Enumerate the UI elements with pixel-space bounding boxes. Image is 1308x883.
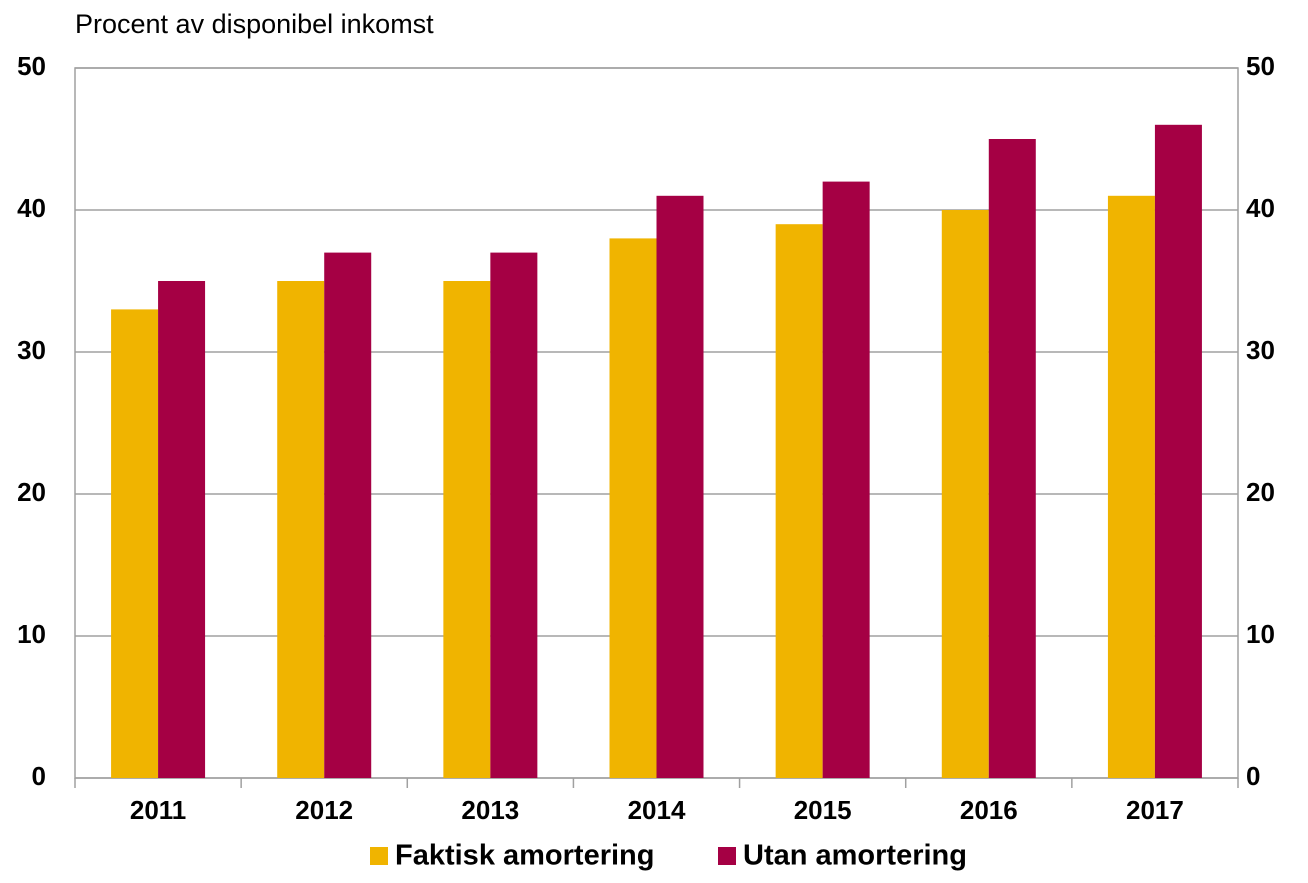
bar xyxy=(277,281,325,778)
x-tick-label: 2014 xyxy=(628,795,686,825)
y2-tick-label: 20 xyxy=(1246,477,1275,507)
legend-label: Faktisk amortering xyxy=(395,840,654,872)
y2-tick-label: 0 xyxy=(1246,761,1260,791)
bar xyxy=(1107,195,1155,779)
y-tick-label: 20 xyxy=(17,477,46,507)
x-tick-label: 2015 xyxy=(794,795,852,825)
legend-swatch xyxy=(370,847,388,865)
legend-label: Utan amortering xyxy=(743,840,967,872)
bar xyxy=(775,224,823,778)
y-tick-label: 50 xyxy=(17,51,46,81)
y-tick-label: 30 xyxy=(17,335,46,365)
bar xyxy=(111,309,159,778)
bar xyxy=(941,210,989,778)
bar xyxy=(656,195,704,779)
y2-tick-label: 40 xyxy=(1246,193,1275,223)
y2-tick-label: 10 xyxy=(1246,619,1275,649)
bar xyxy=(988,139,1036,778)
x-tick-label: 2011 xyxy=(130,795,186,825)
bar xyxy=(822,181,870,779)
bar xyxy=(490,252,538,779)
x-tick-label: 2012 xyxy=(295,795,353,825)
y-tick-label: 10 xyxy=(17,619,46,649)
y-tick-label: 0 xyxy=(32,761,46,791)
x-tick-label: 2016 xyxy=(960,795,1018,825)
bar xyxy=(609,238,657,778)
x-tick-label: 2013 xyxy=(461,795,519,825)
bar xyxy=(1154,124,1202,779)
y2-tick-label: 50 xyxy=(1246,51,1275,81)
bar xyxy=(158,281,206,778)
legend-swatch xyxy=(718,847,736,865)
bar xyxy=(324,252,372,779)
y2-tick-label: 30 xyxy=(1246,335,1275,365)
chart-subtitle: Procent av disponibel inkomst xyxy=(75,9,434,39)
x-tick-label: 2017 xyxy=(1126,795,1184,825)
bar xyxy=(443,281,491,778)
y-tick-label: 40 xyxy=(17,193,46,223)
